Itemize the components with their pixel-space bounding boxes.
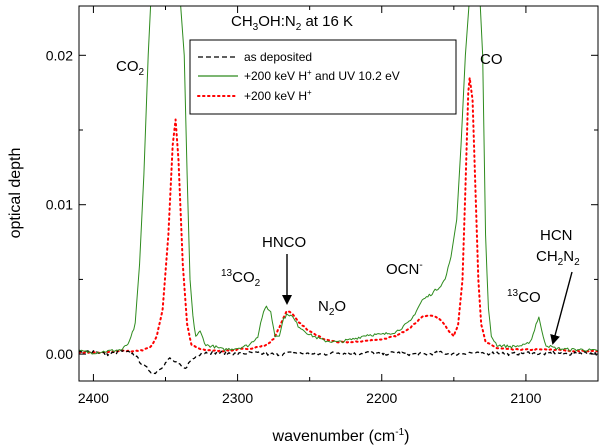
- hcn-arrow: [550, 271, 573, 345]
- x-tick-label: 2400: [78, 390, 109, 406]
- legend-label-as-deposited: as deposited: [244, 50, 312, 64]
- plot-frame: [78, 5, 599, 382]
- x-axis-label: wavenumber (cm-1): [272, 427, 410, 445]
- annotation-hcn: HCN: [540, 227, 573, 244]
- annotation-hnco: HNCO: [262, 234, 306, 251]
- series-layer: [79, 6, 598, 375]
- chart-title: CH3OH:N2 at 16 K: [231, 13, 353, 33]
- series-line-as-deposited: [79, 349, 598, 375]
- x-tick-label: 2300: [222, 390, 253, 406]
- y-tick-label: 0.01: [46, 197, 73, 213]
- annotation-n2o: N2O: [318, 298, 346, 318]
- legend: as deposited +200 keV H+ and UV 10.2 eV …: [189, 39, 457, 115]
- annotation-co2: CO2: [116, 58, 145, 78]
- annotation-13co2: 13CO2: [221, 268, 261, 289]
- legend-label-h-uv: +200 keV H+ and UV 10.2 eV: [244, 68, 400, 83]
- x-tick-label: 2100: [510, 390, 541, 406]
- tick-layer: 2400 2300 2200 2100 0.00 0.01 0.02: [46, 6, 599, 406]
- annotation-ch2n2: CH2N2: [536, 248, 580, 268]
- annotation-co: CO: [480, 51, 503, 68]
- annotation-13co: 13CO: [507, 288, 541, 306]
- y-tick-label: 0.00: [46, 346, 73, 362]
- y-tick-label: 0.02: [46, 47, 73, 63]
- x-tick-label: 2200: [366, 390, 397, 406]
- annotation-ocn: OCN-: [386, 260, 423, 278]
- legend-label-h: +200 keV H+: [244, 88, 312, 103]
- series-line-h-uv: [79, 6, 598, 355]
- y-axis-label: optical depth: [7, 148, 24, 239]
- legend-box: [189, 39, 457, 115]
